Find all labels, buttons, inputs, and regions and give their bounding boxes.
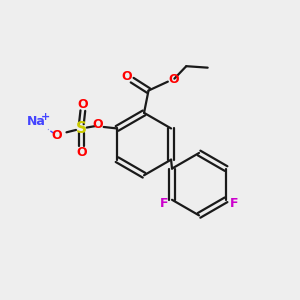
Text: O: O bbox=[122, 70, 132, 83]
Text: Na: Na bbox=[27, 116, 46, 128]
Text: F: F bbox=[230, 197, 238, 210]
Text: S: S bbox=[76, 121, 87, 136]
Text: +: + bbox=[41, 112, 51, 122]
Text: F: F bbox=[159, 197, 168, 210]
Text: O: O bbox=[92, 118, 103, 131]
Text: O: O bbox=[169, 73, 179, 86]
Text: O: O bbox=[76, 146, 87, 159]
Text: O: O bbox=[52, 129, 62, 142]
Text: O: O bbox=[77, 98, 88, 111]
